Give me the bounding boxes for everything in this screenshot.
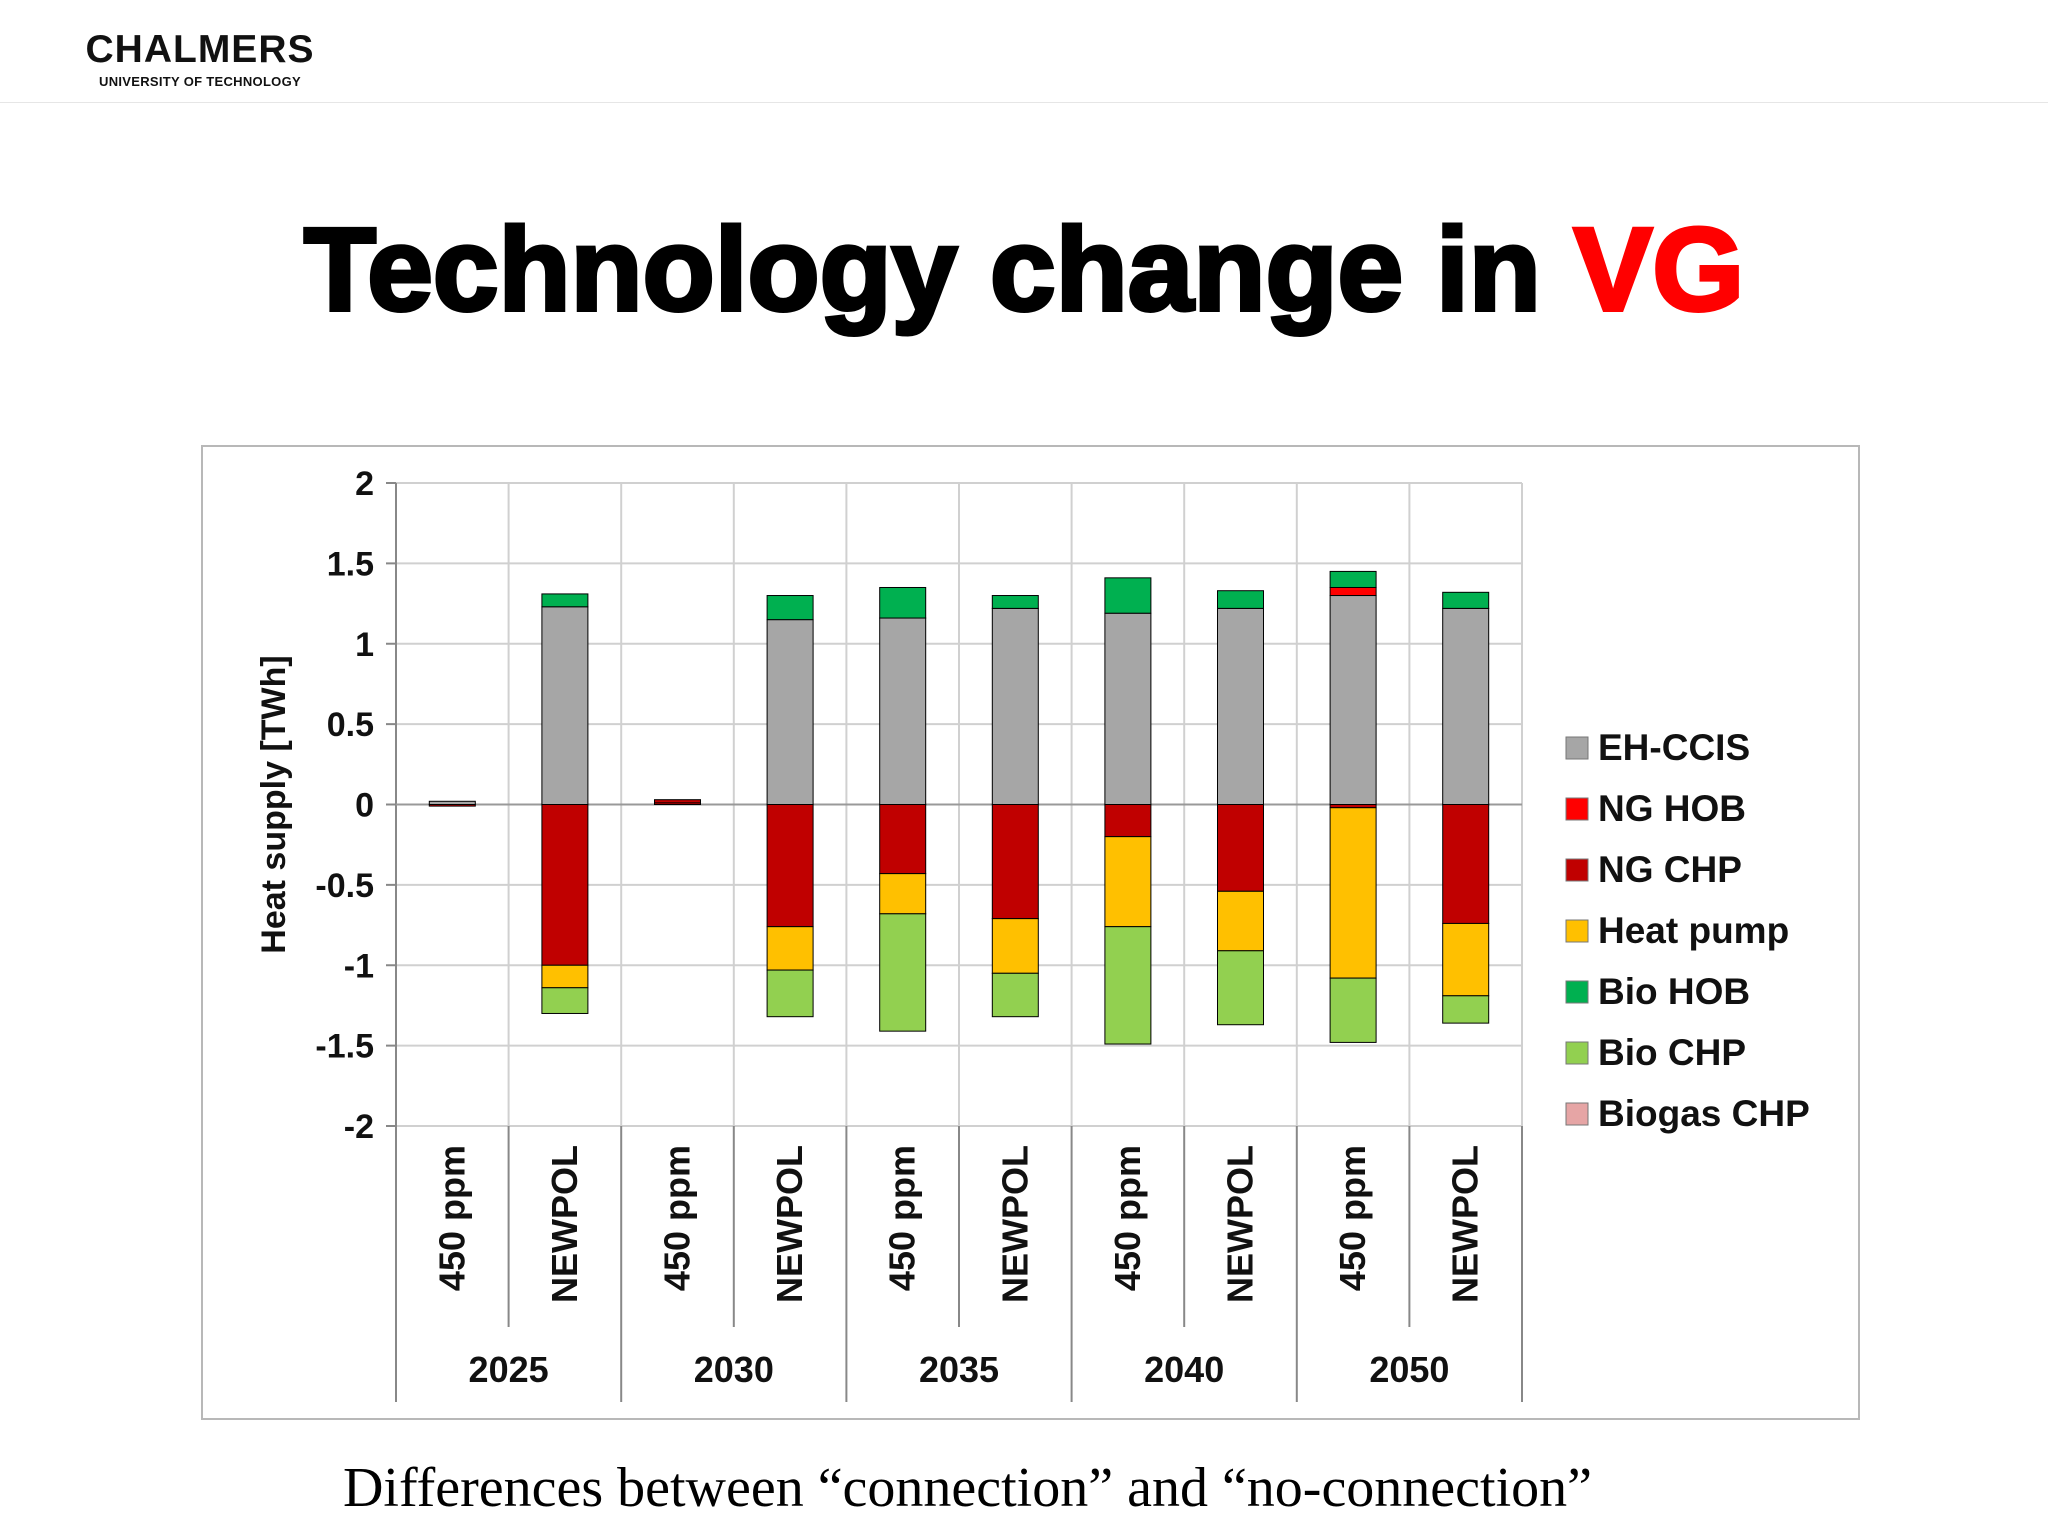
logo-subtitle: UNIVERSITY OF TECHNOLOGY — [99, 74, 301, 89]
bar-segment — [766, 595, 814, 621]
x-tick-label: NEWPOL — [1445, 1145, 1486, 1303]
bar-segment — [1329, 807, 1377, 979]
x-tick-label: 450 ppm — [1107, 1145, 1148, 1291]
bar-segment — [1104, 577, 1152, 614]
bar-segment — [991, 804, 1039, 920]
bar-segment — [541, 593, 589, 608]
bar-segment — [766, 926, 814, 971]
y-tick-label: -0.5 — [315, 867, 374, 905]
bar-segment — [879, 804, 927, 875]
title-accent: VG — [1572, 203, 1746, 337]
chalmers-logo: CHALMERS UNIVERSITY OF TECHNOLOGY — [50, 28, 350, 94]
slide-title: Technology change in VG — [0, 203, 2048, 337]
bar-segment — [1104, 836, 1152, 928]
bar-segment — [1104, 926, 1152, 1045]
bar-segment — [541, 606, 589, 805]
x-tick-label: 450 ppm — [882, 1145, 923, 1291]
bar-segment — [428, 804, 476, 807]
bar-segment — [1442, 804, 1490, 924]
bar-segment — [1442, 995, 1490, 1024]
slide-caption: Differences between “connection” and “no… — [342, 1457, 1592, 1519]
y-tick-label: 0.5 — [327, 706, 374, 744]
chart-frame: 2 1.5 1 0.5 0 -0.5 -1 -1.5 -2 Heat supply [TWh] 45… — [201, 445, 1860, 1420]
bar-segment — [654, 799, 701, 804]
bar-segment — [879, 586, 927, 619]
bar-segment — [1104, 612, 1152, 805]
bar-segment — [879, 617, 927, 805]
x-tick-label: NEWPOL — [544, 1145, 585, 1303]
legend-swatch — [1565, 858, 1589, 882]
bar-segment — [541, 987, 589, 1014]
legend-label: NG CHP — [1598, 849, 1742, 890]
y-tick-label: 1 — [355, 626, 374, 664]
x-tick-label: 450 ppm — [1332, 1145, 1373, 1291]
legend-swatch — [1565, 797, 1589, 821]
y-tick-label: -1.5 — [315, 1028, 374, 1066]
bar-segment — [541, 964, 589, 989]
bar-segment — [1442, 607, 1490, 805]
legend-label: NG HOB — [1598, 788, 1746, 829]
bar-segment — [1217, 950, 1264, 1026]
bar-segment — [1217, 590, 1264, 609]
logo-name: CHALMERS — [85, 28, 315, 71]
legend-swatch — [1565, 736, 1589, 760]
bar-segment — [1104, 804, 1152, 838]
bar-segment — [766, 804, 814, 928]
bar-segment — [766, 969, 814, 1018]
bar-segment — [1442, 591, 1490, 609]
slide-header: CHALMERS UNIVERSITY OF TECHNOLOGY — [0, 0, 2048, 103]
x-group-label: 2040 — [1144, 1349, 1224, 1390]
bar-segment — [1329, 586, 1377, 597]
y-tick-label: 1.5 — [327, 545, 374, 583]
stacked-bar-chart: 2 1.5 1 0.5 0 -0.5 -1 -1.5 -2 Heat supply [TWh] 45… — [255, 465, 1810, 1402]
x-tick-label: NEWPOL — [769, 1145, 810, 1303]
legend-swatch — [1565, 1102, 1589, 1126]
bar-segment — [879, 913, 927, 1032]
x-tick-label: 450 ppm — [657, 1145, 698, 1291]
bar-segment — [1329, 570, 1377, 588]
x-tick-label: NEWPOL — [994, 1145, 1035, 1303]
x-group-label: 2030 — [694, 1349, 774, 1390]
bar-segment — [1217, 890, 1264, 952]
y-tick-label: -2 — [344, 1108, 374, 1146]
bar-segment — [991, 595, 1039, 609]
x-tick-label: 450 ppm — [431, 1145, 472, 1291]
title-main: Technology change in — [302, 203, 1574, 337]
bar-segment — [1329, 977, 1377, 1043]
bar-segment — [1329, 595, 1377, 805]
legend-swatch — [1565, 980, 1589, 1004]
bar-segment — [991, 972, 1039, 1018]
bar-segment — [991, 918, 1039, 974]
bar-segment — [1217, 607, 1264, 805]
legend-label: Heat pump — [1598, 910, 1789, 951]
legend-swatch — [1565, 919, 1589, 943]
legend-label: Biogas CHP — [1598, 1093, 1810, 1134]
y-tick-label: 2 — [355, 465, 374, 503]
legend-label: Bio HOB — [1598, 971, 1750, 1012]
legend-label: Bio CHP — [1598, 1032, 1746, 1073]
x-group-label: 2035 — [919, 1349, 999, 1390]
x-group-label: 2050 — [1369, 1349, 1449, 1390]
bar-segment — [991, 607, 1039, 805]
bar-segment — [1442, 922, 1490, 997]
x-tick-label: NEWPOL — [1220, 1145, 1261, 1303]
legend-swatch — [1565, 1041, 1589, 1065]
bar-segment — [1217, 804, 1264, 892]
y-tick-label: -1 — [344, 947, 374, 985]
legend-label: EH-CCIS — [1598, 727, 1750, 768]
bar-segment — [766, 619, 814, 805]
bar-segment — [541, 804, 589, 966]
bar-segment — [879, 873, 927, 915]
x-group-label: 2025 — [469, 1349, 549, 1390]
y-tick-label: 0 — [355, 787, 374, 825]
y-axis-label: Heat supply [TWh] — [255, 655, 293, 953]
